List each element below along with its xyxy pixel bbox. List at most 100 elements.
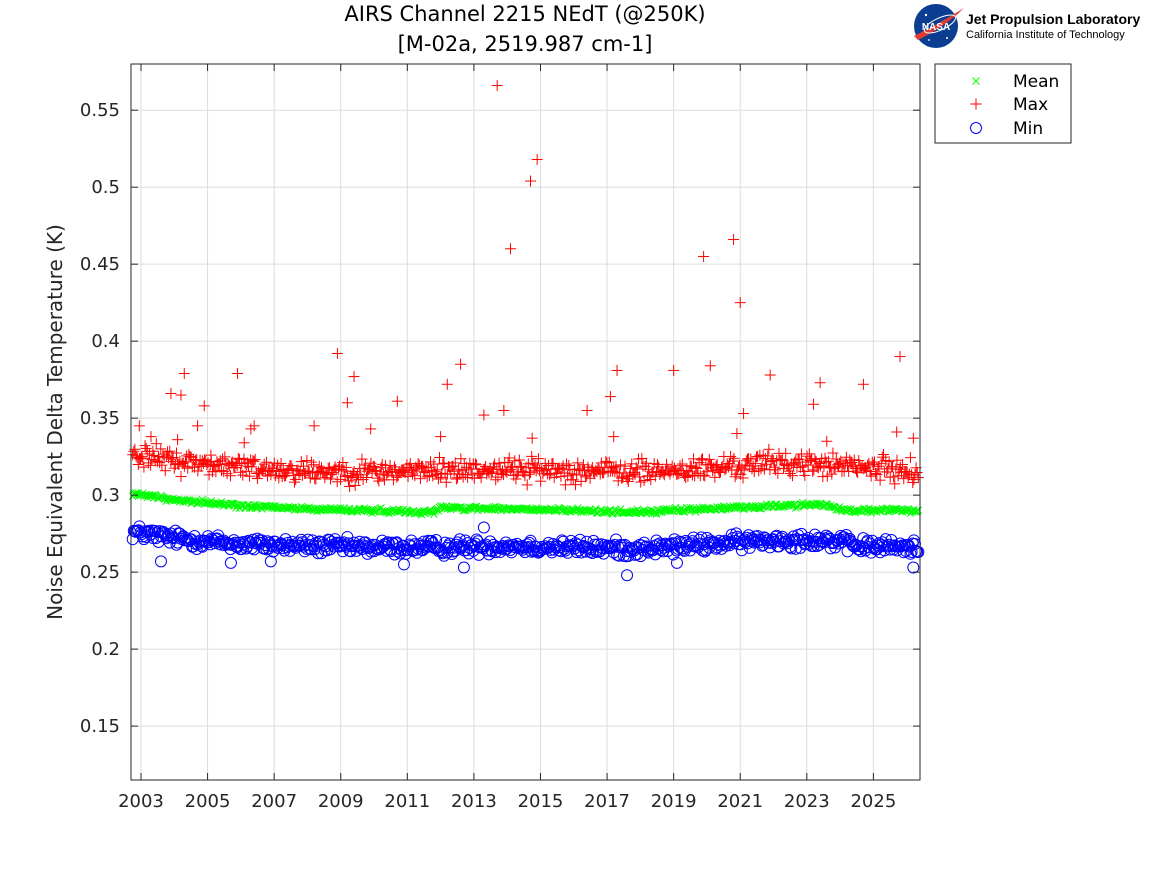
series-min bbox=[126, 520, 925, 582]
data-point bbox=[728, 234, 740, 246]
data-point bbox=[608, 461, 620, 473]
data-point bbox=[244, 536, 257, 549]
data-point bbox=[391, 395, 403, 407]
data-point bbox=[481, 468, 493, 480]
data-point bbox=[727, 455, 739, 467]
data-point bbox=[911, 467, 923, 479]
y-axis-label: Noise Equivalent Delta Temperature (K) bbox=[43, 224, 67, 620]
data-point bbox=[449, 457, 461, 469]
data-point bbox=[680, 471, 692, 483]
data-point bbox=[477, 521, 490, 534]
plot-area bbox=[131, 64, 920, 780]
legend-marker-max bbox=[970, 98, 982, 110]
legend-label-min: Min bbox=[1013, 119, 1043, 139]
data-point bbox=[666, 507, 674, 515]
data-point bbox=[373, 475, 385, 487]
data-point bbox=[196, 540, 209, 553]
data-point bbox=[148, 450, 160, 462]
data-point bbox=[154, 457, 166, 469]
data-point bbox=[264, 555, 277, 568]
chart-subtitle: [M-02a, 2519.987 cm-1] bbox=[398, 32, 653, 56]
data-point bbox=[265, 469, 277, 481]
data-point bbox=[397, 558, 410, 571]
data-point bbox=[523, 504, 532, 513]
data-point bbox=[802, 531, 815, 544]
data-point bbox=[891, 454, 903, 466]
data-point bbox=[547, 457, 559, 469]
data-point bbox=[577, 459, 589, 471]
data-point bbox=[865, 470, 877, 482]
data-point bbox=[161, 530, 174, 543]
data-point bbox=[603, 456, 615, 468]
x-tick-label: 2011 bbox=[384, 791, 430, 812]
data-point bbox=[676, 458, 688, 470]
data-point bbox=[575, 475, 587, 487]
data-point bbox=[246, 461, 258, 473]
data-point bbox=[504, 464, 516, 476]
nasa-swoosh-icon bbox=[914, 8, 964, 40]
data-point bbox=[763, 443, 775, 455]
data-point bbox=[179, 531, 192, 544]
data-point bbox=[786, 470, 798, 482]
data-point bbox=[136, 451, 148, 463]
data-layer bbox=[126, 80, 925, 582]
data-point bbox=[907, 432, 919, 444]
data-point bbox=[232, 367, 244, 379]
data-point bbox=[773, 503, 782, 511]
data-point bbox=[734, 297, 746, 309]
data-point bbox=[784, 540, 797, 553]
data-point bbox=[229, 462, 241, 474]
data-point bbox=[258, 458, 270, 470]
data-point bbox=[139, 440, 151, 452]
data-point bbox=[324, 473, 336, 485]
data-point bbox=[591, 538, 604, 551]
data-point bbox=[601, 457, 613, 469]
data-point bbox=[166, 453, 178, 465]
data-point bbox=[622, 475, 634, 487]
data-point bbox=[194, 534, 207, 547]
data-point bbox=[764, 369, 776, 381]
data-point bbox=[308, 420, 320, 432]
data-point bbox=[697, 505, 706, 514]
data-point bbox=[907, 477, 919, 489]
data-point bbox=[451, 536, 464, 549]
data-point bbox=[580, 471, 592, 483]
data-point bbox=[235, 466, 247, 478]
data-point bbox=[398, 465, 410, 477]
data-point bbox=[621, 473, 633, 485]
data-point bbox=[286, 463, 298, 475]
data-point bbox=[154, 555, 167, 568]
data-point bbox=[505, 243, 517, 255]
data-point bbox=[874, 474, 886, 486]
data-point bbox=[630, 462, 642, 474]
data-point bbox=[668, 462, 680, 474]
data-point bbox=[523, 468, 535, 480]
data-point bbox=[183, 448, 195, 460]
data-point bbox=[219, 451, 231, 463]
x-tick-label: 2013 bbox=[451, 791, 497, 812]
data-point bbox=[140, 442, 152, 454]
data-point bbox=[145, 459, 157, 471]
data-point bbox=[596, 542, 609, 555]
data-point bbox=[336, 464, 348, 476]
data-point bbox=[381, 536, 394, 549]
data-point bbox=[524, 175, 536, 187]
data-point bbox=[435, 431, 447, 443]
data-point bbox=[226, 499, 235, 508]
data-point bbox=[249, 453, 261, 465]
data-point bbox=[430, 510, 438, 518]
nasa-orbit-icon bbox=[923, 14, 957, 34]
data-point bbox=[776, 453, 788, 465]
data-point bbox=[846, 457, 858, 469]
data-point bbox=[793, 454, 805, 466]
data-point bbox=[822, 455, 834, 467]
data-point bbox=[544, 469, 556, 481]
data-point bbox=[821, 435, 833, 447]
data-point bbox=[511, 468, 523, 480]
data-point bbox=[904, 452, 916, 464]
data-point bbox=[598, 467, 610, 479]
data-point bbox=[745, 453, 757, 465]
data-point bbox=[285, 460, 297, 472]
data-point bbox=[698, 250, 710, 262]
data-point bbox=[295, 456, 307, 468]
